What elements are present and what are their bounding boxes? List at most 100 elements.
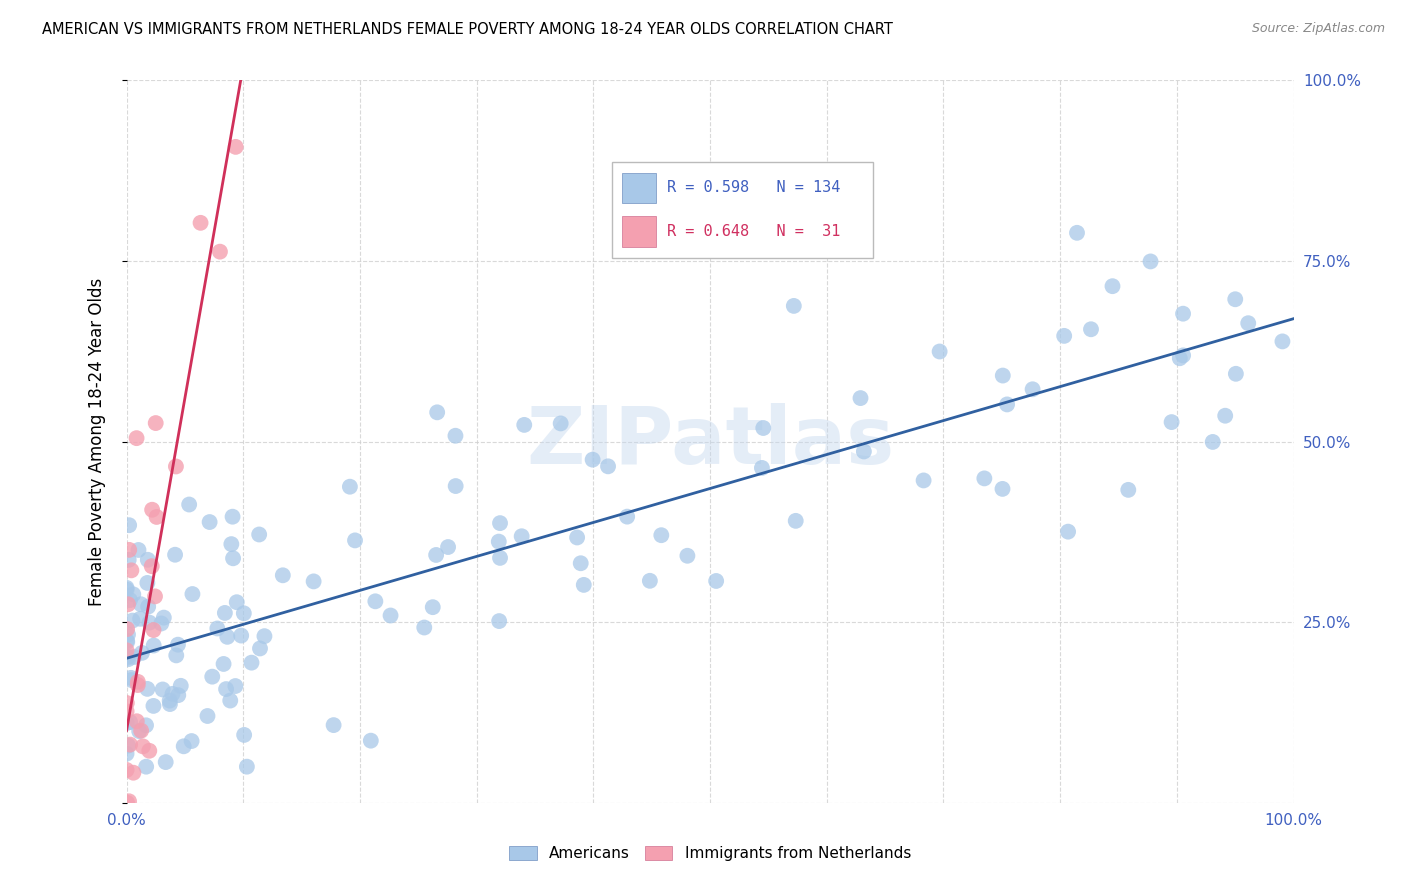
Point: [489, 516, 512, 530]
Point: [117, 635, 139, 649]
Point: [219, 693, 242, 707]
Point: [1160, 415, 1182, 429]
Point: [232, 607, 254, 621]
Point: [136, 553, 159, 567]
Point: [125, 431, 148, 445]
Point: [1171, 348, 1194, 362]
FancyBboxPatch shape: [621, 172, 657, 203]
Point: [1213, 409, 1236, 423]
Point: [208, 244, 231, 259]
Y-axis label: Female Poverty Among 18-24 Year Olds: Female Poverty Among 18-24 Year Olds: [87, 277, 105, 606]
Point: [155, 755, 177, 769]
Point: [120, 738, 142, 752]
Point: [115, 582, 138, 597]
Point: [1066, 226, 1088, 240]
Point: [115, 633, 138, 648]
Point: [572, 578, 595, 592]
Point: [247, 527, 270, 541]
Point: [136, 576, 159, 591]
Point: [1080, 322, 1102, 336]
Point: [118, 518, 141, 533]
Point: [1139, 254, 1161, 268]
Point: [120, 563, 142, 577]
Point: [253, 629, 276, 643]
Point: [413, 620, 436, 634]
Point: [236, 760, 259, 774]
Point: [145, 416, 167, 430]
Point: [118, 542, 141, 557]
Point: [616, 509, 638, 524]
Point: [136, 599, 159, 614]
Point: [122, 587, 145, 601]
Point: [132, 739, 155, 754]
FancyBboxPatch shape: [612, 162, 873, 258]
Point: [344, 533, 367, 548]
Point: [167, 688, 190, 702]
Point: [1237, 316, 1260, 330]
Point: [380, 608, 402, 623]
Point: [783, 299, 806, 313]
Point: [115, 716, 138, 731]
Point: [138, 744, 160, 758]
Point: [179, 498, 201, 512]
Point: [122, 650, 145, 665]
Point: [322, 718, 344, 732]
Point: [991, 482, 1014, 496]
Point: [650, 528, 672, 542]
Point: [131, 646, 153, 660]
Point: [928, 344, 950, 359]
Point: [122, 765, 145, 780]
Point: [852, 444, 875, 458]
Point: [143, 590, 166, 604]
Point: [207, 622, 229, 636]
Point: [991, 368, 1014, 383]
Point: [136, 681, 159, 696]
Point: [127, 678, 149, 692]
Point: [513, 417, 536, 432]
Point: [150, 616, 173, 631]
Point: [125, 714, 148, 729]
Point: [115, 650, 138, 665]
Point: [676, 549, 699, 563]
Text: AMERICAN VS IMMIGRANTS FROM NETHERLANDS FEMALE POVERTY AMONG 18-24 YEAR OLDS COR: AMERICAN VS IMMIGRANTS FROM NETHERLANDS …: [42, 22, 893, 37]
Point: [233, 728, 256, 742]
Point: [214, 606, 236, 620]
Point: [1053, 329, 1076, 343]
Point: [141, 559, 163, 574]
Point: [849, 391, 872, 405]
Point: [360, 733, 382, 747]
Point: [1171, 307, 1194, 321]
Point: [115, 796, 138, 810]
Point: [190, 216, 212, 230]
Point: [118, 593, 141, 607]
Point: [115, 704, 138, 718]
Point: [256, 59, 278, 73]
Point: [785, 514, 807, 528]
Point: [569, 556, 592, 570]
Point: [173, 739, 195, 754]
Point: [129, 723, 152, 738]
Point: [115, 696, 138, 710]
Point: [437, 540, 460, 554]
Point: [162, 687, 184, 701]
Text: Source: ZipAtlas.com: Source: ZipAtlas.com: [1251, 22, 1385, 36]
Point: [1168, 351, 1191, 366]
Point: [425, 548, 447, 562]
Point: [127, 674, 149, 689]
Point: [115, 763, 138, 777]
Point: [231, 629, 253, 643]
Point: [145, 510, 167, 524]
Point: [120, 671, 142, 685]
Point: [426, 405, 449, 419]
Point: [165, 459, 187, 474]
Point: [1225, 367, 1247, 381]
Point: [240, 656, 263, 670]
Point: [165, 548, 187, 562]
Point: [153, 610, 176, 624]
Point: [212, 657, 235, 671]
Point: [752, 421, 775, 435]
Point: [142, 698, 165, 713]
Point: [489, 550, 512, 565]
Point: [751, 461, 773, 475]
Point: [135, 718, 157, 732]
